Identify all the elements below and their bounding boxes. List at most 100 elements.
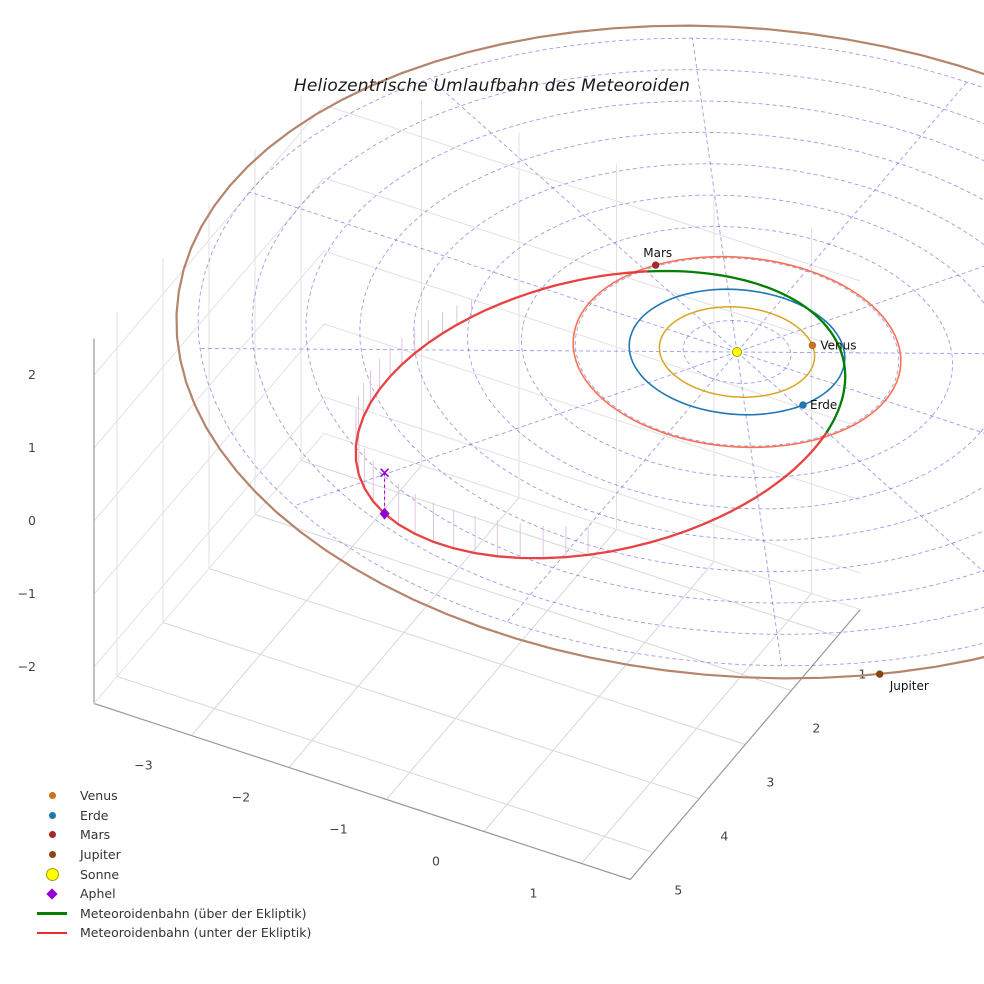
polar-grid-circle [197, 37, 984, 667]
legend-item-jupiter: Jupiter [34, 845, 311, 865]
legend-marker-icon [34, 912, 70, 915]
planet-orbits [175, 24, 984, 680]
legend-label: Mars [80, 827, 111, 843]
legend-dot-large-swatch [45, 867, 59, 881]
legend-diamond-swatch [46, 888, 58, 900]
legend-item-venus: Venus [34, 786, 311, 806]
legend-dot-swatch [48, 792, 56, 800]
legend-dot-swatch [48, 831, 56, 839]
floor-y-gridline [300, 460, 838, 637]
legend-item-sonne: Sonne [34, 864, 311, 884]
floor-right-edge [323, 433, 861, 610]
axis-lines [93, 338, 861, 881]
x-tick-label: −1 [329, 822, 347, 837]
tick-labels: −3 −2 −1 0 1 1 2 3 4 5 −2 −1 0 1 2 [18, 367, 867, 901]
legend-item-erde: Erde [34, 806, 311, 826]
planet-marker-jupiter [875, 670, 884, 678]
legend-label: Aphel [80, 886, 116, 902]
polar-grid-circle [467, 194, 984, 510]
x-tick-label: 0 [432, 854, 440, 869]
right-wall-z-gridline [323, 104, 861, 282]
jupiter-orbit-path [175, 24, 984, 680]
floor-back-edge [93, 433, 325, 704]
venus-orbit-path [658, 306, 816, 398]
sun-marker [732, 347, 742, 357]
erde-orbit-path [628, 288, 846, 416]
legend-item-meteoroidenbahn-unter-der-ekliptik: Meteoroidenbahn (unter der Ekliptik) [34, 923, 311, 943]
polar-grid-spoke [293, 351, 738, 507]
legend-item-aphel: Aphel [34, 884, 311, 904]
stem-lines [355, 299, 589, 559]
polar-grid-spoke [736, 351, 984, 573]
legend-label: Sonne [80, 866, 120, 882]
legend-dot-swatch [48, 851, 56, 859]
x-tick-label: −3 [134, 758, 152, 773]
floor-y-gridline [162, 622, 700, 799]
legend-marker-icon [34, 867, 70, 881]
polar-grid-spoke [736, 351, 984, 434]
pane-grid [93, 95, 861, 864]
legend-label: Meteoroidenbahn (unter der Ekliptik) [80, 925, 312, 941]
legend-item-mars: Mars [34, 825, 311, 845]
z-tick-label: −1 [18, 586, 36, 601]
aphel-marker [379, 507, 390, 520]
floor-y-gridline [116, 676, 654, 853]
legend: Venus Erde Mars Jupiter Sonne Aphel Meteoroide… [34, 786, 311, 943]
z-tick-label: 1 [28, 440, 36, 455]
mars-orbit-path [572, 255, 902, 449]
right-wall-z-gridline [323, 396, 861, 574]
planet-label-jupiter: Jupiter [889, 679, 929, 693]
polar-grid-circle [520, 226, 954, 478]
planet-marker-venus [808, 341, 817, 350]
y-tick-label: 1 [858, 667, 866, 682]
right-wall-z-gridline [323, 177, 861, 355]
legend-dot-swatch [48, 811, 56, 819]
y-tick-label: 5 [674, 883, 682, 898]
polar-grid-spoke [736, 81, 968, 353]
meteoroid-orbit-above-ecliptic [647, 269, 847, 434]
legend-marker-icon [34, 931, 70, 935]
aphel-group [379, 468, 390, 520]
z-tick-label: 2 [28, 367, 36, 382]
polar-grid-spoke [199, 347, 738, 353]
y-tick-label: 4 [720, 829, 728, 844]
x-axis-line [93, 702, 631, 881]
floor-y-gridline [208, 568, 746, 745]
legend-marker-icon [34, 831, 70, 839]
polar-grid-circle [251, 69, 984, 635]
sun-group [732, 347, 742, 357]
y-tick-label: 2 [812, 721, 820, 736]
x-tick-label: −2 [232, 790, 250, 805]
polar-grid-spoke [691, 38, 738, 353]
polar-grid-spoke [506, 351, 738, 623]
legend-marker-icon [34, 792, 70, 800]
legend-line-swatch [37, 931, 67, 935]
legend-marker-icon [34, 811, 70, 819]
legend-label: Meteoroidenbahn (über der Ekliptik) [80, 905, 307, 921]
planet-marker-mars [651, 261, 660, 270]
legend-line-swatch [37, 912, 67, 915]
legend-label: Jupiter [80, 847, 121, 863]
x-tick-label: 1 [530, 886, 538, 901]
planet-label-venus: Venus [820, 338, 856, 352]
polar-grid-spoke [736, 265, 984, 353]
planet-label-mars: Mars [643, 246, 672, 260]
polar-grid-spoke [736, 351, 984, 355]
legend-item-meteoroidenbahn-ber-der-ekliptik: Meteoroidenbahn (über der Ekliptik) [34, 904, 311, 924]
z-tick-label: −2 [18, 659, 36, 674]
legend-label: Venus [80, 788, 118, 804]
aphel-projection-x [380, 468, 390, 478]
chart-title: Heliozentrische Umlaufbahn des Meteoroid… [293, 76, 691, 96]
polar-grid-spoke [249, 191, 738, 353]
polar-grid-spoke [736, 351, 783, 666]
ecliptic-polar-grid [197, 37, 984, 667]
right-wall-z-gridline [323, 250, 861, 428]
y-axis-line [629, 609, 861, 880]
y-tick-label: 3 [766, 775, 774, 790]
polar-grid-spoke [429, 78, 738, 353]
legend-marker-icon [34, 851, 70, 859]
legend-label: Erde [80, 807, 109, 823]
planet-label-erde: Erde [810, 398, 837, 412]
